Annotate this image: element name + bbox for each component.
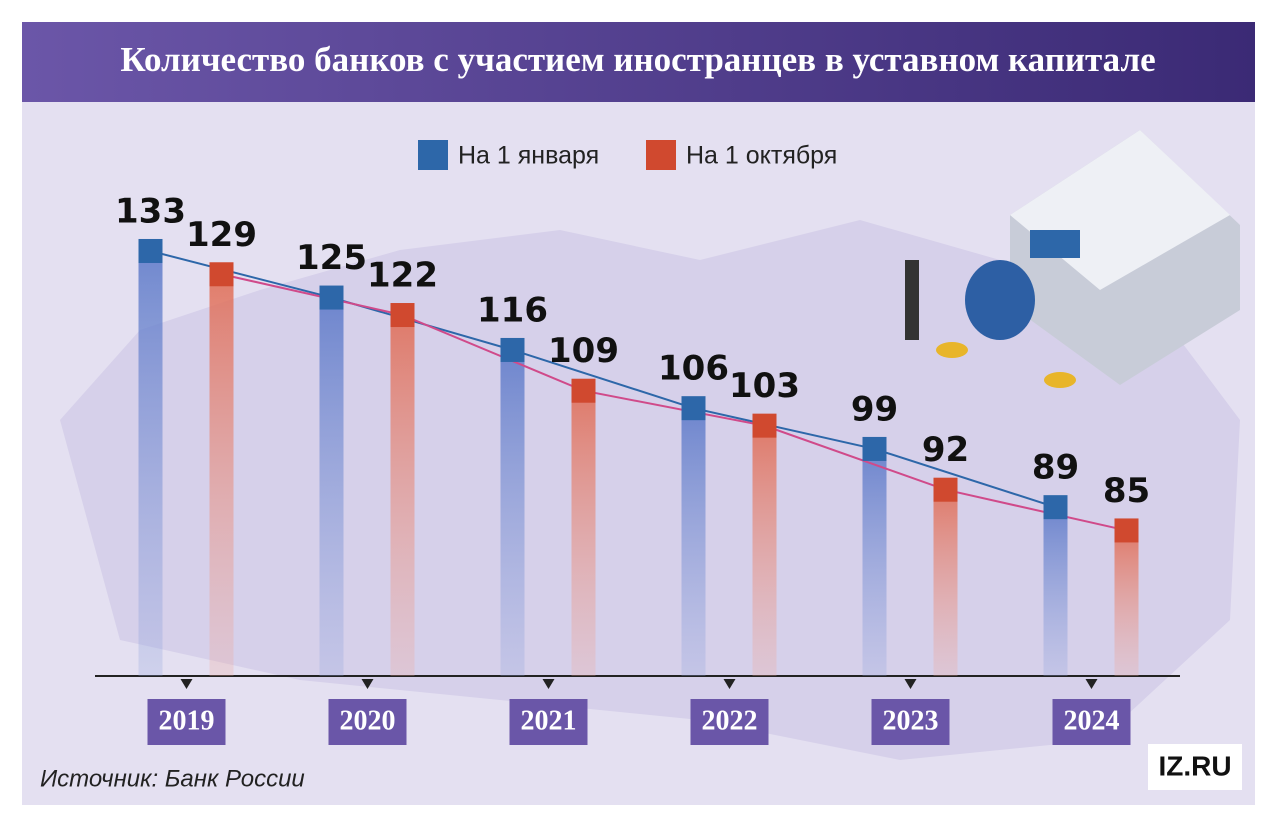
x-tick-label: 2022 [702,705,758,736]
category-box [690,699,769,745]
value-label: 92 [922,430,969,470]
legend-swatch [418,140,448,170]
legend-swatch [646,140,676,170]
marker [319,285,344,310]
marker [933,477,958,502]
bar [500,349,525,676]
bar [138,250,163,676]
bar [1043,507,1068,676]
x-tick-label: 2019 [159,705,215,736]
tick [361,679,374,689]
chart-title: Количество банков с участием иностранцев… [120,40,1155,79]
value-label: 103 [729,366,800,406]
marker [390,303,415,328]
bar [390,315,415,676]
tick [180,679,193,689]
tick [904,679,917,689]
category-box [509,699,588,745]
legend-label: На 1 октября [686,142,837,170]
value-label: 116 [477,290,548,330]
value-label: 89 [1032,448,1079,488]
bar [209,274,234,676]
marker [1114,518,1139,543]
logo: IZ.RU [1158,750,1231,781]
tick [542,679,555,689]
bank-illustration [905,130,1240,388]
bar [319,297,344,676]
bar [681,408,706,676]
category-box [328,699,407,745]
bar [1114,530,1139,676]
tick [723,679,736,689]
bar [933,489,958,676]
marker [571,378,596,403]
category-box [147,699,226,745]
marker [138,238,163,263]
tick [1085,679,1098,689]
line [150,250,1056,509]
bar [862,448,887,676]
category-box [1052,699,1131,745]
category-box [871,699,950,745]
line [221,273,1127,532]
x-tick-label: 2024 [1064,705,1120,736]
x-tick-label: 2021 [521,705,577,736]
title-bar [22,22,1255,102]
value-label: 99 [851,389,898,429]
value-label: 106 [658,349,729,389]
logo-box [1148,744,1242,790]
source: Источник: Банк России [40,765,305,792]
value-label: 129 [186,215,257,255]
marker [500,337,525,362]
bar [752,425,777,676]
marker [681,396,706,421]
value-label: 109 [548,331,619,371]
marker [1043,495,1068,520]
value-label: 122 [367,256,438,296]
x-tick-label: 2020 [340,705,396,736]
x-tick-label: 2023 [883,705,939,736]
value-label: 133 [115,191,186,231]
legend-label: На 1 января [458,142,599,170]
marker [752,413,777,438]
marker [209,262,234,287]
bar [571,390,596,676]
value-label: 125 [296,238,367,278]
marker [862,436,887,461]
value-label: 85 [1103,471,1150,511]
